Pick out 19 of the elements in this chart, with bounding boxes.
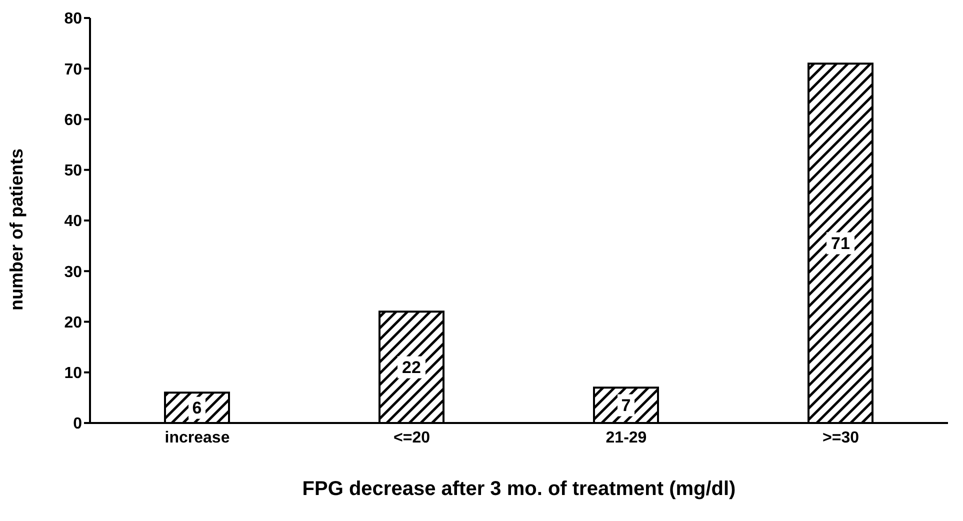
y-tick-label: 10 bbox=[64, 365, 82, 382]
y-tick-label: 20 bbox=[64, 314, 82, 332]
data-label: 71 bbox=[831, 234, 850, 253]
x-axis-title: FPG decrease after 3 mo. of treatment (mg/dl) bbox=[302, 478, 736, 500]
y-tick-label: 0 bbox=[73, 416, 82, 433]
data-label: 22 bbox=[402, 358, 421, 377]
y-tick-label: 50 bbox=[64, 162, 82, 180]
y-tick-label: 80 bbox=[64, 10, 82, 28]
x-tick-label: >=30 bbox=[822, 429, 860, 446]
x-tick-label: increase bbox=[164, 429, 230, 446]
y-tick-label: 70 bbox=[64, 61, 82, 78]
y-tick-label: 60 bbox=[64, 112, 82, 129]
y-tick-label: 40 bbox=[64, 213, 82, 230]
data-label: 6 bbox=[192, 398, 202, 418]
y-tick-label: 30 bbox=[64, 264, 82, 281]
x-tick-label: <=20 bbox=[394, 429, 430, 446]
data-label: 7 bbox=[621, 396, 631, 415]
y-axis-title: number of patients bbox=[6, 148, 26, 310]
x-tick-label: 21-29 bbox=[606, 429, 647, 446]
